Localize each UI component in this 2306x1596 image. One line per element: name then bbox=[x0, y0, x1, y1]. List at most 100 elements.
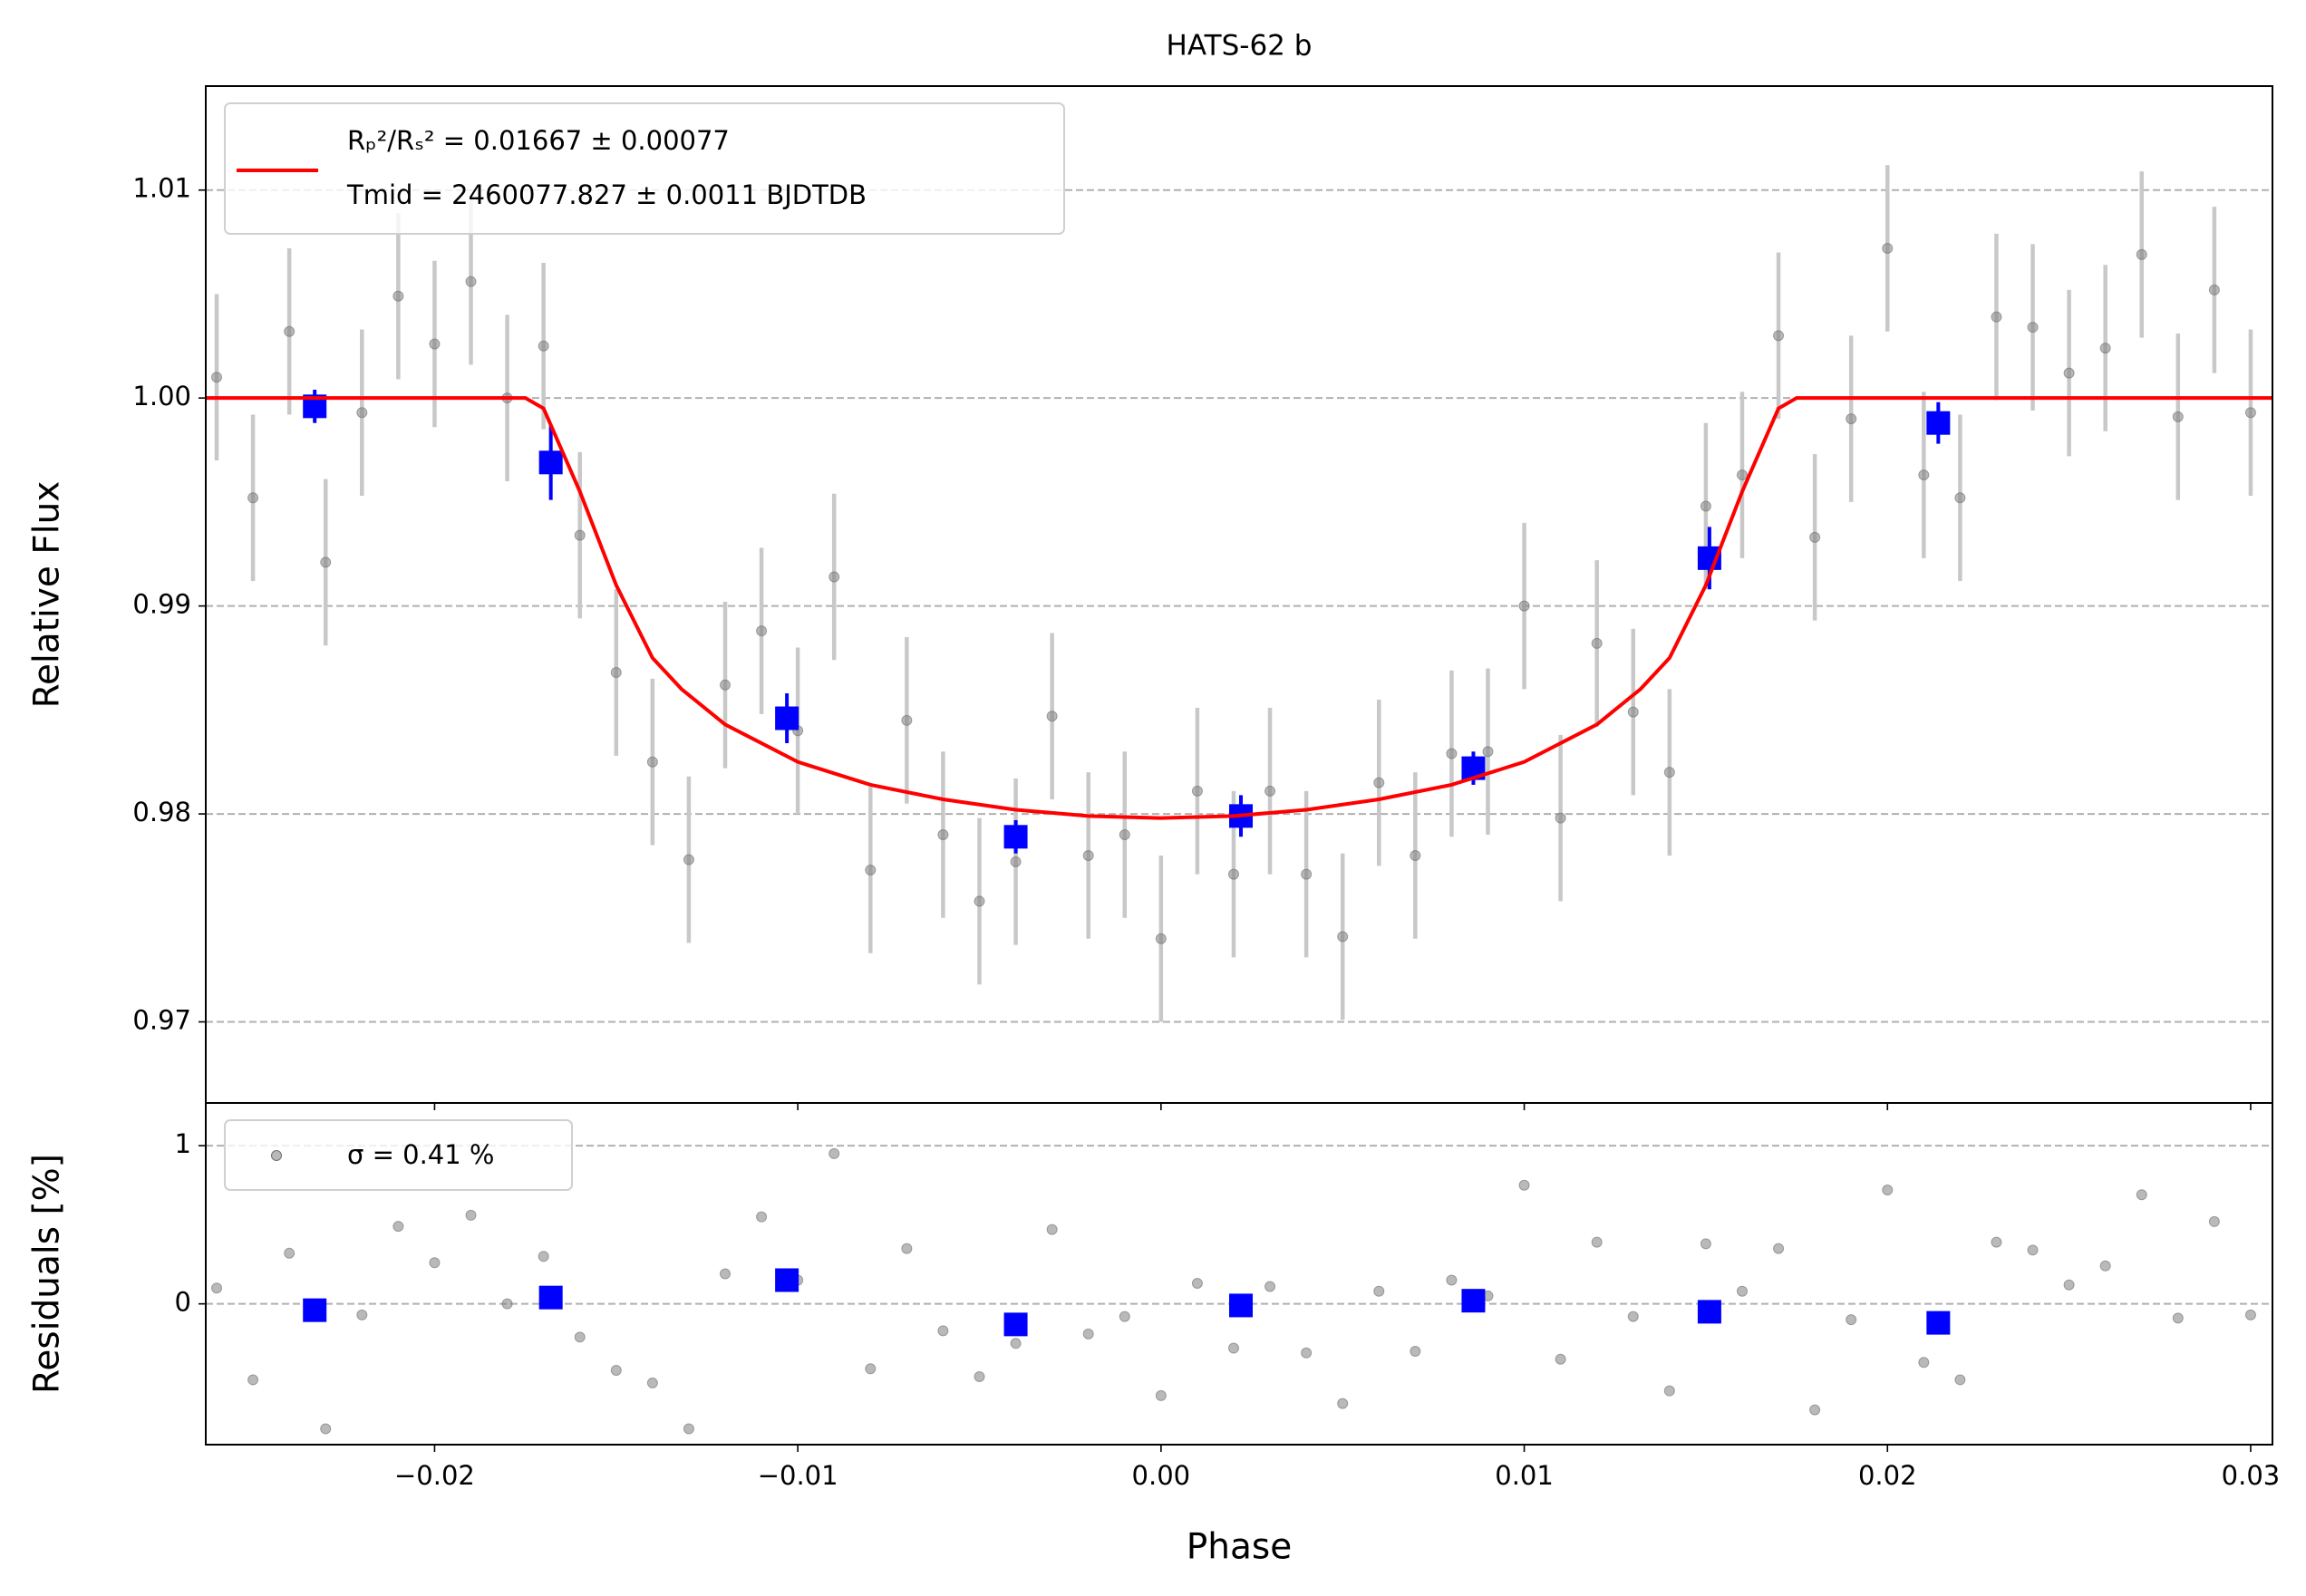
y-tick-label: 1.00 bbox=[132, 381, 191, 411]
data-point bbox=[1155, 933, 1167, 944]
data-point bbox=[901, 714, 913, 726]
y-tick-label: 0.99 bbox=[132, 589, 191, 620]
data-point bbox=[683, 854, 694, 866]
data-point bbox=[429, 1257, 441, 1269]
binned-point bbox=[775, 1268, 799, 1292]
data-point bbox=[1301, 868, 1313, 880]
x-tick-label: 0.02 bbox=[1858, 1460, 1917, 1491]
data-point bbox=[1809, 1404, 1821, 1416]
data-point bbox=[1373, 777, 1385, 788]
data-point bbox=[1482, 746, 1494, 758]
data-point bbox=[1119, 1311, 1130, 1322]
data-point bbox=[646, 756, 658, 768]
y-tick-label: 1 bbox=[175, 1128, 191, 1159]
data-point bbox=[1518, 1179, 1530, 1191]
data-point bbox=[1627, 1311, 1639, 1322]
data-point bbox=[1227, 1342, 1239, 1354]
data-point bbox=[1882, 1184, 1894, 1195]
y-axis-label: Residuals [%] bbox=[27, 1154, 68, 1394]
data-point bbox=[2172, 411, 2184, 422]
data-point bbox=[1954, 1374, 1966, 1386]
data-point bbox=[1773, 330, 1785, 342]
data-point bbox=[1046, 1224, 1058, 1235]
data-point bbox=[1191, 1277, 1203, 1289]
data-point bbox=[1010, 1338, 1022, 1349]
data-point bbox=[1191, 785, 1203, 797]
data-point bbox=[465, 276, 477, 287]
data-point bbox=[247, 492, 259, 504]
x-tick-label: 0.01 bbox=[1495, 1460, 1554, 1491]
data-point bbox=[1846, 413, 1857, 425]
data-point bbox=[1082, 1328, 1094, 1340]
binned-point bbox=[538, 450, 563, 475]
data-point bbox=[2208, 284, 2220, 295]
data-point bbox=[2244, 1309, 2256, 1320]
data-point bbox=[429, 338, 441, 350]
data-point bbox=[1736, 469, 1748, 481]
binned-point bbox=[1926, 1311, 1951, 1335]
data-point bbox=[683, 1423, 694, 1435]
data-point bbox=[720, 679, 732, 691]
data-point bbox=[1046, 711, 1058, 722]
axes-frame bbox=[205, 85, 2273, 1104]
data-point bbox=[720, 1268, 732, 1280]
data-point bbox=[1446, 1274, 1458, 1286]
data-point bbox=[1736, 1285, 1748, 1297]
x-tick-label: 0.03 bbox=[2222, 1460, 2281, 1491]
data-point bbox=[356, 1309, 368, 1320]
data-point bbox=[284, 1247, 296, 1259]
data-point bbox=[2027, 1244, 2039, 1256]
data-point bbox=[865, 1363, 877, 1375]
data-point bbox=[1555, 1353, 1566, 1365]
legend-marker bbox=[271, 1150, 282, 1161]
binned-point bbox=[1697, 1300, 1721, 1324]
data-point bbox=[1700, 1238, 1711, 1250]
data-point bbox=[574, 1331, 586, 1343]
data-point bbox=[1119, 829, 1130, 841]
data-point bbox=[865, 865, 877, 876]
data-point bbox=[211, 372, 223, 383]
data-point bbox=[247, 1374, 259, 1386]
data-point bbox=[356, 407, 368, 419]
data-point bbox=[937, 1325, 949, 1337]
data-point bbox=[1882, 242, 1894, 254]
data-point bbox=[1301, 1347, 1313, 1359]
y-tick-label: 1.01 bbox=[132, 173, 191, 204]
data-point bbox=[538, 340, 549, 352]
binned-point bbox=[538, 1285, 563, 1310]
data-point bbox=[1591, 1236, 1603, 1248]
data-point bbox=[320, 1423, 332, 1435]
data-point bbox=[1555, 812, 1566, 824]
data-point bbox=[646, 1377, 658, 1388]
binned-point bbox=[303, 1298, 327, 1322]
data-point bbox=[756, 1211, 768, 1223]
data-point bbox=[937, 829, 949, 841]
plot-area bbox=[211, 1147, 2256, 1435]
data-point bbox=[2027, 322, 2039, 334]
binned-point bbox=[1926, 411, 1951, 435]
binned-point bbox=[1003, 825, 1028, 849]
data-point bbox=[2208, 1215, 2220, 1227]
x-axis-label: Phase bbox=[1187, 1527, 1292, 1568]
data-point bbox=[392, 290, 404, 302]
data-point bbox=[1155, 1389, 1167, 1401]
data-point bbox=[1410, 1346, 1421, 1358]
data-point bbox=[2136, 1189, 2147, 1201]
data-point bbox=[756, 625, 768, 637]
x-tick-label: −0.01 bbox=[758, 1460, 838, 1491]
model-line bbox=[206, 396, 2272, 820]
chart-title: HATS-62 b bbox=[1167, 30, 1313, 63]
data-point bbox=[2099, 343, 2111, 354]
data-point bbox=[828, 1147, 840, 1159]
data-point bbox=[284, 325, 296, 337]
data-point bbox=[1954, 492, 1966, 504]
y-axis-label: Relative Flux bbox=[27, 481, 68, 709]
data-point bbox=[2063, 1279, 2075, 1291]
data-point bbox=[974, 895, 985, 907]
data-point bbox=[610, 1364, 622, 1376]
binned-point bbox=[1229, 1293, 1254, 1318]
axes-frame bbox=[205, 1102, 2273, 1446]
x-tick-label: 0.00 bbox=[1132, 1460, 1191, 1491]
binned-point bbox=[1003, 1312, 1028, 1337]
